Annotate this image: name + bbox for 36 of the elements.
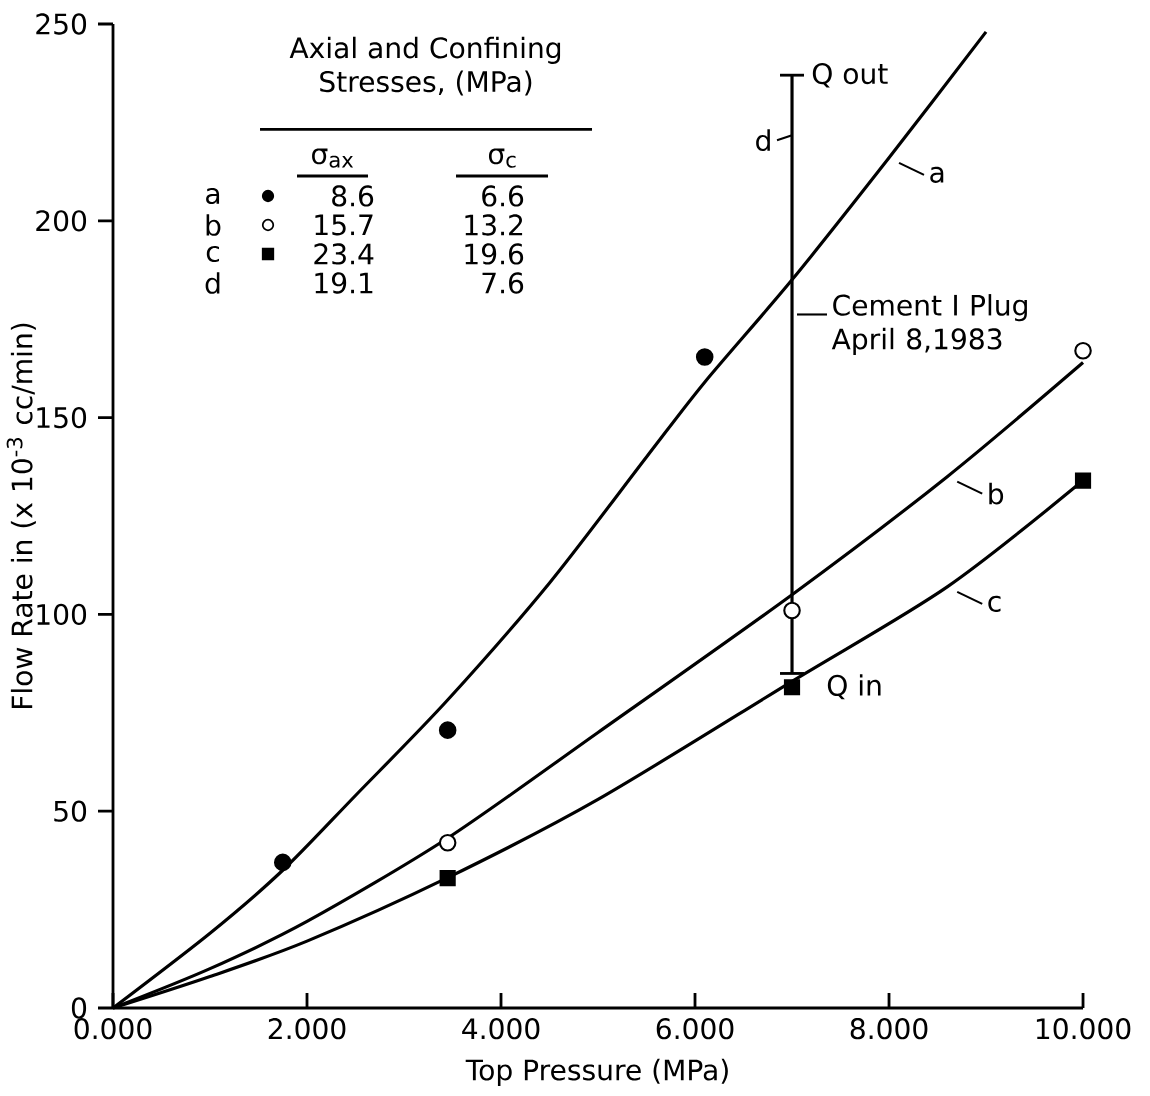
x-tick-label: 4.000: [462, 1018, 540, 1040]
annotation: 7.6: [482, 272, 524, 294]
text: a: [930, 166, 944, 183]
text: d: [205, 272, 220, 294]
annotation: 8.6: [332, 185, 374, 207]
annotation: Q out: [812, 62, 888, 88]
annotation: 6.6: [482, 185, 524, 207]
legend-label: a: [206, 187, 220, 205]
annotation: 15.7: [315, 214, 373, 236]
annotation: 19.1: [315, 272, 373, 294]
x-axis-title: Top Pressure (MPa): [465, 1058, 728, 1086]
annotation: σ$_{ax}$: [312, 148, 354, 168]
y-tick-label: 50: [54, 800, 87, 822]
x-tick-label: 0.000: [74, 1018, 152, 1040]
annotation: 13.2: [465, 214, 523, 236]
y-tick-label: 100: [37, 603, 87, 626]
annotation: 19.6: [465, 243, 524, 265]
x-tick-label: 10.000: [1036, 1018, 1131, 1040]
annotation: 23.4: [314, 243, 374, 265]
annotation: Cement I Plug April 8,1983: [831, 294, 1027, 355]
legend-label: c: [206, 245, 220, 263]
x-tick-label: 8.000: [850, 1018, 928, 1040]
legend-label: b: [206, 214, 221, 236]
y-tick-label: 150: [37, 406, 87, 429]
x-tick-label: 2.000: [268, 1018, 346, 1040]
text: c: [988, 595, 1001, 612]
y-tick-label: 250: [36, 13, 87, 35]
y-axis-title: Flow Rate in (x 10$^{-3}$ cc/min): [6, 323, 36, 709]
annotation: Axial and Confining Stresses, (MPa): [289, 36, 561, 96]
annotation: σ$_{c}$: [488, 148, 516, 168]
text: b: [989, 482, 1004, 505]
x-tick-label: 6.000: [656, 1018, 734, 1040]
legend-label: d: [756, 129, 770, 152]
y-tick-label: 200: [36, 210, 87, 232]
annotation: Q in: [827, 674, 881, 700]
y-tick-label: 0: [71, 997, 87, 1019]
